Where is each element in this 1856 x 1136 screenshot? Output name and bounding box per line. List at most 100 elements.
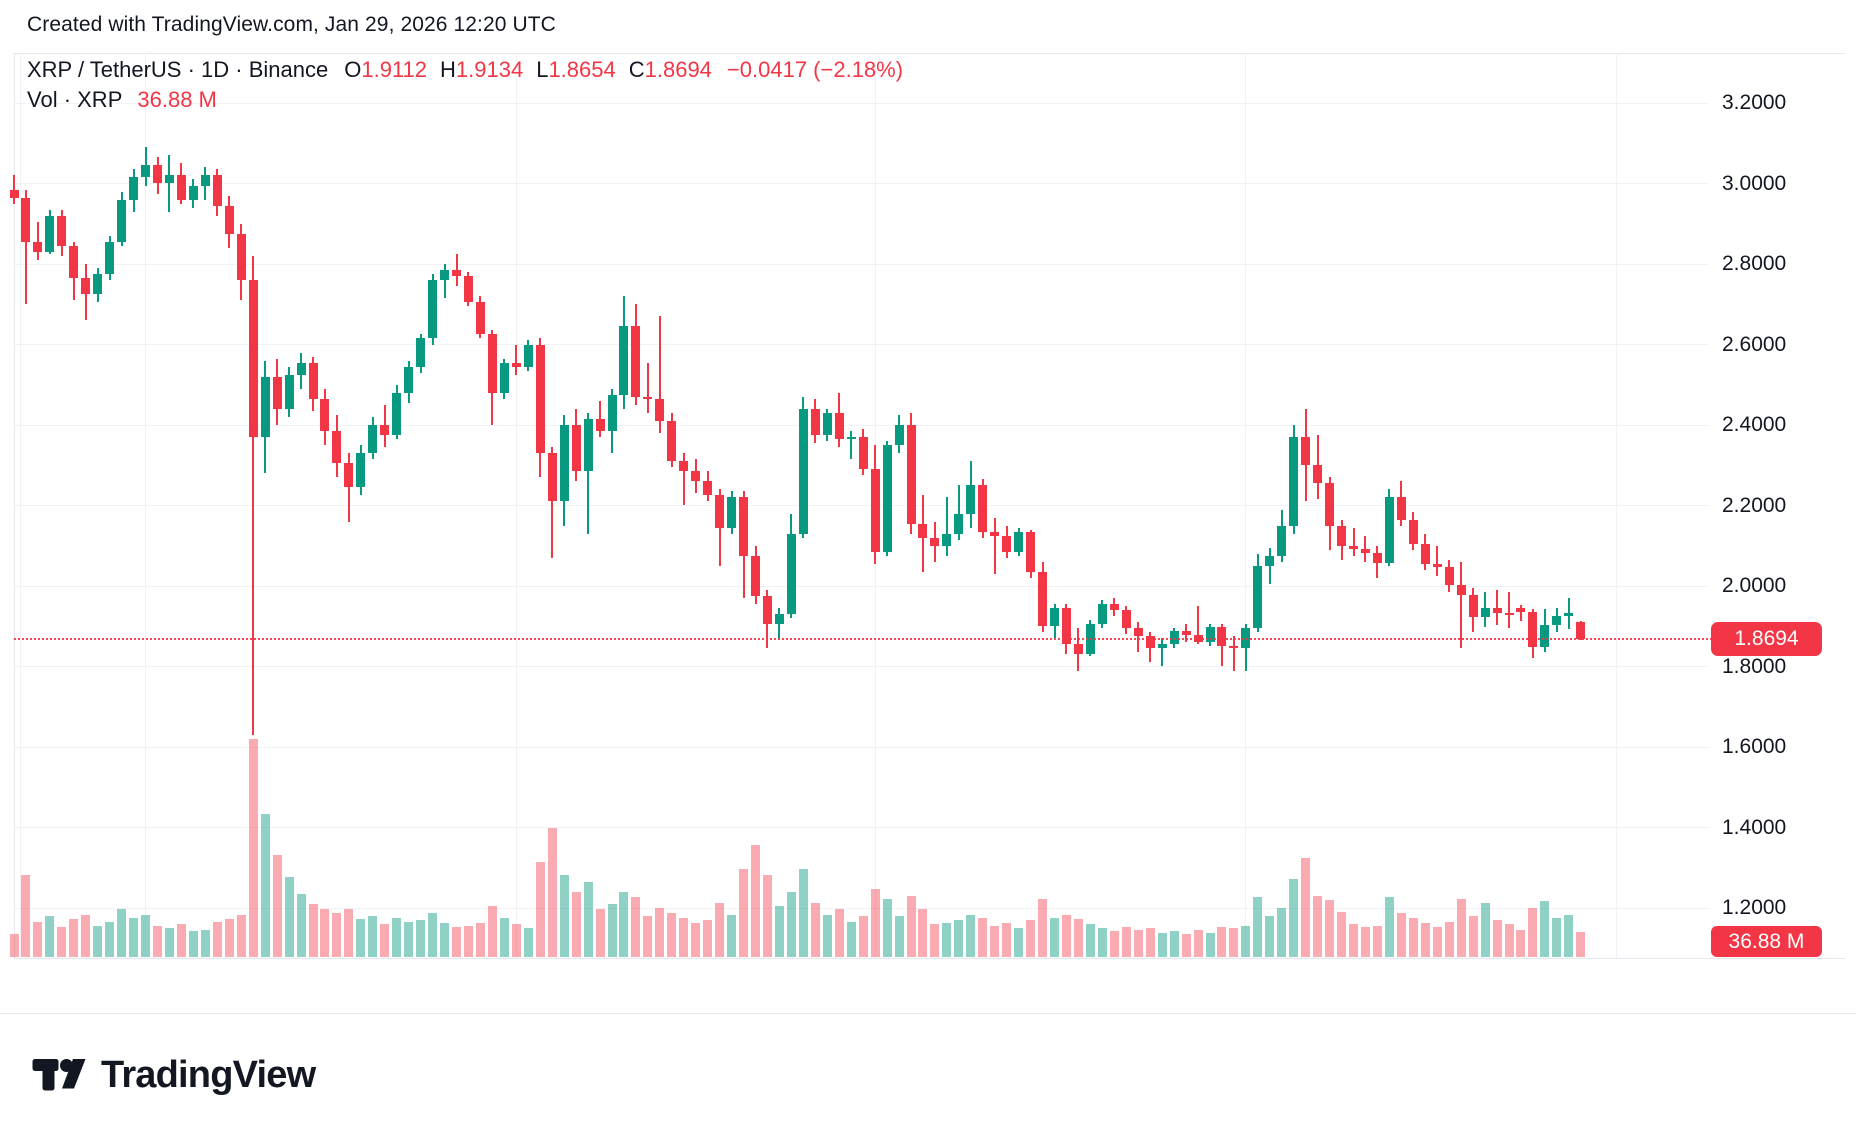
volume-bar	[1038, 899, 1048, 957]
candle-wick	[24, 189, 27, 305]
candle-wick	[718, 489, 721, 566]
candle-body	[762, 596, 772, 625]
volume-bar	[1157, 932, 1167, 957]
volume-bar	[870, 889, 880, 957]
volume-bar	[727, 914, 737, 957]
candle-body	[703, 481, 713, 496]
candle-body	[571, 425, 581, 472]
candle-body	[1229, 645, 1239, 649]
volume-bar	[571, 892, 581, 957]
volume-bar	[188, 931, 198, 957]
candle-wick	[1496, 590, 1499, 626]
volume-bar	[631, 897, 641, 957]
candle-body	[236, 233, 246, 281]
volume-bar	[751, 844, 761, 957]
candle-body	[1360, 548, 1370, 553]
volume-bar	[523, 928, 533, 957]
volume-bar	[428, 912, 438, 957]
tradingview-footer[interactable]: TradingView	[30, 1054, 316, 1097]
candle-body	[511, 362, 521, 367]
h-gridline	[14, 585, 1708, 587]
volume-bar	[894, 916, 904, 957]
volume-bar	[21, 875, 31, 957]
candle-body	[1109, 604, 1119, 611]
volume-bar	[1169, 931, 1179, 957]
volume-bar	[368, 916, 378, 957]
volume-bar	[535, 861, 545, 957]
volume-bar	[739, 868, 749, 957]
time-axis[interactable]: OctNovDec2026Feb	[0, 958, 1856, 1013]
volume-bar	[918, 909, 928, 957]
volume-bar	[1253, 897, 1263, 957]
candle-wick	[1519, 605, 1522, 622]
candle-body	[487, 334, 497, 393]
candle-body	[1576, 621, 1586, 639]
candle-body	[966, 485, 976, 514]
h-gridline	[14, 424, 1708, 426]
volume-bar	[463, 925, 473, 957]
volume-bar	[1277, 908, 1287, 957]
volume-bar	[810, 902, 820, 957]
volume-bar	[1420, 923, 1430, 957]
tradingview-logo-icon	[30, 1057, 89, 1094]
candle-body	[356, 453, 366, 488]
candle-body	[894, 425, 904, 446]
candle-body	[308, 362, 318, 399]
candle-body	[1420, 543, 1430, 564]
volume-bar	[1468, 916, 1478, 957]
candle-body	[954, 513, 964, 534]
price-tick-label: 2.8000	[1722, 252, 1787, 275]
last-price-line	[14, 637, 1712, 640]
candle-body	[1097, 604, 1107, 625]
volume-bar	[200, 929, 210, 957]
volume-bar	[248, 739, 258, 957]
volume-bar	[583, 882, 593, 957]
volume-bar	[1396, 913, 1406, 957]
candle-wick	[658, 316, 661, 434]
symbol-title[interactable]: XRP / TetherUS · 1D · Binance	[27, 57, 329, 82]
volume-bar	[1061, 914, 1071, 957]
volume-bar	[1014, 928, 1024, 957]
volume-bar	[308, 903, 318, 957]
creation-credit: Created with TradingView.com, Jan 29, 20…	[27, 13, 556, 36]
volume-bar	[1181, 933, 1191, 957]
change-value: −0.0417 (−2.18%)	[726, 57, 904, 82]
candle-body	[1480, 608, 1490, 618]
candle-body	[296, 362, 306, 375]
candle-body	[93, 274, 103, 295]
candle-wick	[1460, 561, 1463, 649]
volume-bar	[1097, 928, 1107, 957]
candle-wick	[13, 175, 15, 204]
volume-bar	[667, 913, 677, 957]
candle-body	[141, 165, 151, 178]
volume-bar	[9, 933, 19, 957]
candle-wick	[957, 485, 960, 540]
candle-body	[416, 338, 426, 367]
ohlc-close: C 1.8694	[628, 57, 712, 82]
price-axis[interactable]	[1708, 53, 1856, 958]
price-tick-label: 3.0000	[1722, 171, 1787, 195]
candle-body	[1061, 608, 1071, 645]
volume-bar	[966, 914, 976, 957]
candle-body	[906, 425, 916, 524]
candle-body	[404, 366, 414, 393]
candle-body	[1133, 628, 1143, 637]
volume-bar	[1456, 899, 1466, 957]
candle-body	[559, 425, 569, 502]
candle-body	[320, 398, 330, 432]
candle-body	[188, 185, 198, 200]
volume-bar	[1480, 902, 1490, 957]
candle-wick	[551, 447, 554, 558]
v-gridline	[1616, 53, 1618, 958]
volume-title[interactable]: Vol · XRP	[27, 87, 123, 112]
price-tick-label: 1.4000	[1722, 815, 1787, 839]
volume-bar	[954, 920, 964, 957]
candle-body	[810, 408, 820, 436]
candle-body	[846, 437, 856, 440]
volume-bar	[1229, 928, 1239, 957]
candle-body	[918, 523, 928, 538]
volume-bar	[1432, 927, 1442, 957]
